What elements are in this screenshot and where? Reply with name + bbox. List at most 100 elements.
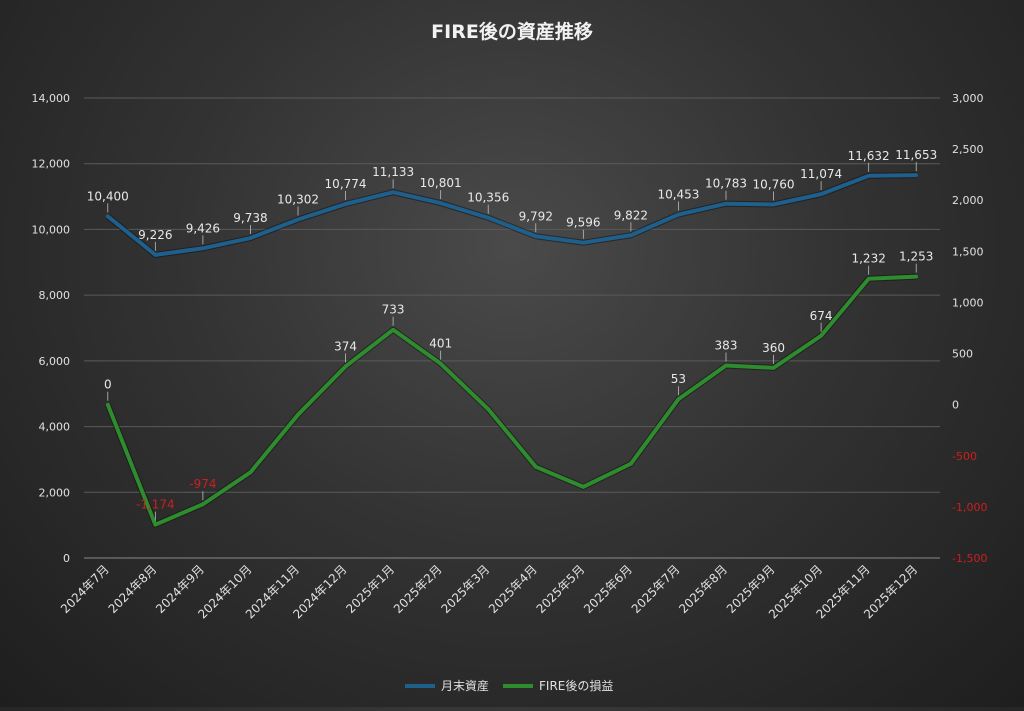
data-point bbox=[343, 202, 348, 206]
series-lines bbox=[104, 172, 919, 528]
series-line bbox=[105, 274, 917, 527]
x-tick-label: 2024年8月 bbox=[106, 562, 160, 616]
x-tick-label: 2025年2月 bbox=[391, 562, 445, 616]
data-label: 11,653 bbox=[895, 148, 937, 162]
x-tick-label: 2025年8月 bbox=[676, 562, 730, 616]
data-label: 10,356 bbox=[467, 191, 509, 205]
data-point bbox=[533, 234, 538, 239]
y-left-tick-label: 12,000 bbox=[32, 158, 71, 171]
y-left-tick-label: 14,000 bbox=[32, 92, 71, 105]
series-line bbox=[106, 173, 917, 257]
data-point bbox=[296, 412, 300, 417]
y-left-tick-label: 10,000 bbox=[32, 223, 71, 236]
data-label: 10,302 bbox=[277, 193, 319, 207]
data-point bbox=[486, 215, 491, 220]
data-point bbox=[391, 190, 395, 195]
y-right-tick-label: -1,000 bbox=[952, 501, 987, 514]
data-point bbox=[676, 212, 681, 217]
legend-label: FIRE後の損益 bbox=[539, 678, 613, 693]
axes: 0 2,000 4,000 6,000 8,000 10,000 12,000 14,000 -… bbox=[32, 92, 988, 621]
data-label: 10,774 bbox=[325, 177, 367, 191]
data-point bbox=[581, 485, 586, 489]
x-tick-label: 2025年3月 bbox=[438, 562, 492, 616]
data-label: -974 bbox=[189, 477, 216, 491]
x-tick-label: 2025年6月 bbox=[581, 562, 635, 616]
data-point bbox=[201, 246, 205, 251]
data-point bbox=[866, 174, 871, 178]
data-label: 10,400 bbox=[87, 189, 129, 203]
y-right-tick-label: 3,000 bbox=[952, 92, 984, 105]
data-point bbox=[533, 465, 538, 469]
data-label: 374 bbox=[334, 339, 357, 353]
data-label: 10,783 bbox=[705, 177, 747, 191]
data-point bbox=[343, 364, 348, 369]
y-right-tick-label: 500 bbox=[952, 348, 973, 361]
y-left-tick-label: 2,000 bbox=[39, 486, 71, 499]
y-left-tick-label: 6,000 bbox=[39, 355, 71, 368]
data-label: 9,596 bbox=[566, 216, 600, 230]
data-label: 11,074 bbox=[800, 167, 842, 181]
x-tick-label: 2024年7月 bbox=[58, 562, 112, 616]
data-point bbox=[914, 274, 919, 279]
data-label: 401 bbox=[429, 337, 452, 351]
y-right-tick-label: 2,500 bbox=[952, 143, 984, 156]
data-point bbox=[581, 240, 586, 245]
legend: 月末資産 FIRE後の損益 bbox=[405, 678, 613, 693]
data-label: 53 bbox=[671, 372, 686, 386]
y-right-tick-label: -1,500 bbox=[952, 552, 987, 565]
x-tick-label: 2025年1月 bbox=[343, 562, 397, 616]
data-label: 9,426 bbox=[186, 221, 220, 235]
data-label: 11,632 bbox=[848, 149, 890, 163]
y-left-tick-label: 4,000 bbox=[39, 421, 71, 434]
data-point bbox=[629, 461, 633, 466]
legend-label: 月末資産 bbox=[441, 678, 489, 693]
data-point bbox=[486, 407, 491, 411]
x-tick-label: 2025年5月 bbox=[534, 562, 588, 616]
y-right-tick-label: 1,000 bbox=[952, 296, 984, 309]
x-tick-label: 2025年7月 bbox=[629, 562, 683, 616]
y-right-tick-label: -500 bbox=[952, 450, 977, 463]
data-label: 10,760 bbox=[753, 177, 795, 191]
data-label: 360 bbox=[762, 341, 785, 355]
data-label: -1,174 bbox=[136, 498, 175, 512]
data-label: 9,738 bbox=[233, 211, 267, 225]
data-label: 10,453 bbox=[657, 188, 699, 202]
data-point bbox=[438, 201, 443, 205]
data-labels: 10,400 9,226 9,426 9,738 10,302 10,774 11,133 1… bbox=[87, 148, 937, 521]
data-point bbox=[105, 402, 110, 407]
y-left-tick-label: 0 bbox=[63, 552, 70, 565]
data-point bbox=[248, 470, 253, 475]
data-point bbox=[629, 233, 633, 238]
data-label: 9,822 bbox=[614, 208, 648, 222]
data-point bbox=[296, 217, 300, 222]
data-point bbox=[248, 236, 253, 240]
chart-title: FIRE後の資産推移 bbox=[431, 20, 593, 43]
data-point bbox=[676, 397, 681, 402]
data-point bbox=[153, 253, 158, 257]
data-point bbox=[771, 366, 776, 370]
data-label: 383 bbox=[715, 339, 738, 353]
y-right-tick-label: 1,500 bbox=[952, 245, 984, 258]
data-point bbox=[914, 173, 919, 177]
y-left-tick-label: 8,000 bbox=[39, 289, 71, 302]
data-label: 0 bbox=[104, 378, 112, 392]
data-label: 1,232 bbox=[851, 252, 885, 266]
data-point bbox=[771, 202, 776, 207]
data-label: 9,226 bbox=[138, 228, 172, 242]
data-point bbox=[153, 522, 158, 527]
data-point bbox=[724, 363, 728, 368]
data-label: 674 bbox=[810, 309, 833, 323]
data-point bbox=[724, 201, 728, 206]
data-point bbox=[391, 327, 395, 332]
x-tick-label: 2025年4月 bbox=[486, 562, 540, 616]
y-right-tick-label: 2,000 bbox=[952, 194, 984, 207]
data-point bbox=[201, 502, 205, 507]
data-point bbox=[819, 192, 823, 196]
y-right-tick-label: 0 bbox=[952, 399, 959, 412]
data-label: 1,253 bbox=[899, 250, 933, 264]
data-point bbox=[105, 214, 110, 219]
data-point bbox=[819, 333, 823, 338]
data-point bbox=[438, 361, 443, 366]
